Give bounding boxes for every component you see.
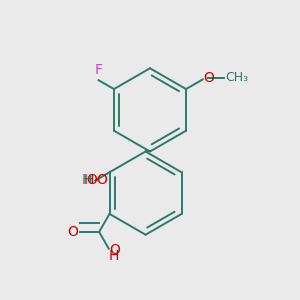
Text: H: H [82, 173, 92, 187]
Text: O: O [110, 243, 120, 257]
Text: O: O [86, 173, 97, 188]
Text: O: O [203, 71, 214, 85]
Text: O: O [96, 173, 107, 187]
Text: H: H [83, 173, 94, 188]
Text: CH₃: CH₃ [225, 71, 248, 84]
Text: H: H [109, 249, 119, 263]
Text: O: O [68, 225, 78, 239]
Text: F: F [94, 63, 103, 76]
